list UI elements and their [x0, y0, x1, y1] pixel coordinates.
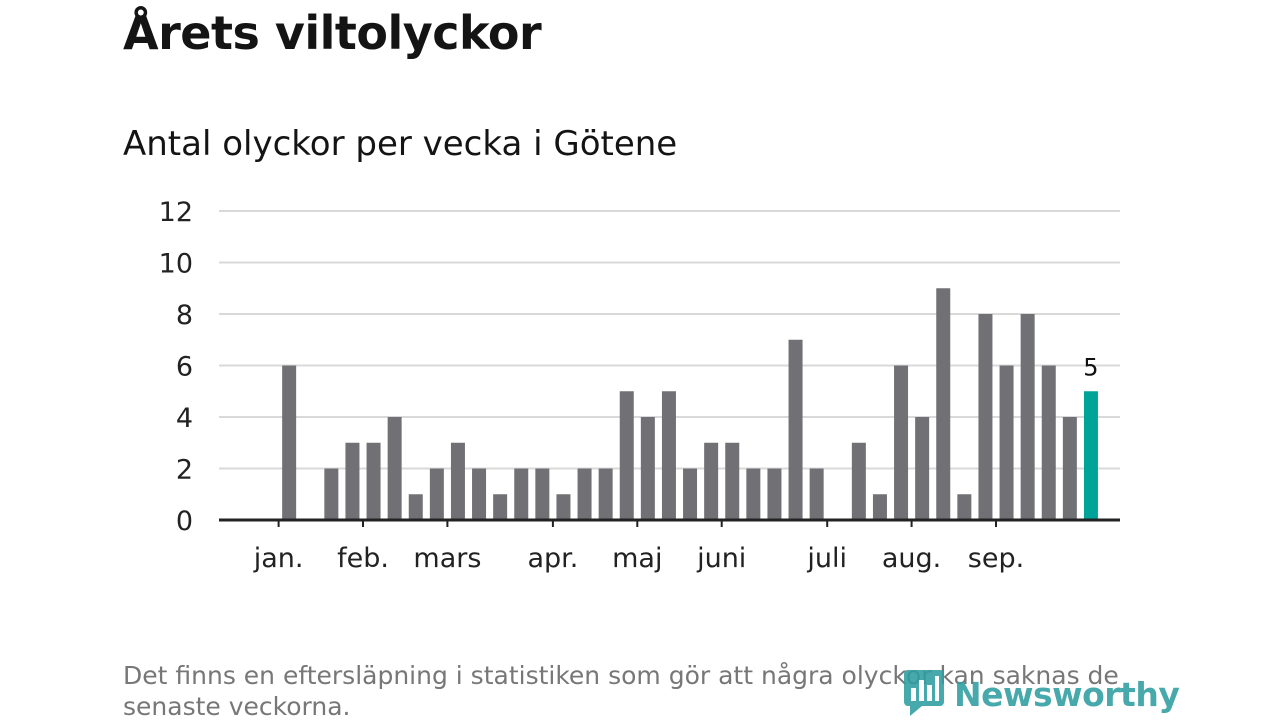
bar [429, 468, 444, 520]
y-tick-label: 6 [176, 352, 193, 383]
x-month-label: mars [413, 543, 481, 574]
bar [809, 468, 824, 520]
bar-highlight [1083, 391, 1098, 520]
x-month-label: apr. [527, 543, 578, 574]
bars [282, 288, 1098, 520]
y-tick-label: 10 [159, 249, 193, 280]
bar [894, 365, 909, 520]
bar [345, 442, 360, 520]
bar [936, 288, 951, 520]
bar [408, 494, 423, 520]
y-tick-label: 12 [159, 197, 193, 228]
y-tick-label: 4 [176, 403, 193, 434]
y-tick-label: 2 [176, 455, 193, 486]
x-month-label: sep. [968, 543, 1024, 574]
x-month-label: aug. [882, 543, 941, 574]
bar [746, 468, 761, 520]
data-labels: 5 [1083, 353, 1098, 381]
bar [450, 442, 465, 520]
bar [282, 365, 297, 520]
bar [535, 468, 550, 520]
x-month-label: feb. [337, 543, 389, 574]
bar [683, 468, 698, 520]
bar [472, 468, 487, 520]
bar [598, 468, 613, 520]
bar [324, 468, 339, 520]
x-month-label: juli [806, 543, 847, 574]
bar [704, 442, 719, 520]
x-month-label: jan. [253, 543, 304, 574]
highlight-value-label: 5 [1083, 353, 1098, 381]
bar [872, 494, 887, 520]
y-tick-label: 8 [176, 300, 193, 331]
bar [366, 442, 381, 520]
bar [1062, 417, 1077, 520]
bar [957, 494, 972, 520]
y-axis-tick-labels: 0 2 4 6 8 10 12 [159, 197, 193, 537]
bar [556, 494, 571, 520]
x-month-label: juni [696, 543, 746, 574]
brand-name: Newsworthy [954, 674, 1180, 714]
bar [619, 391, 634, 520]
chart-subtitle: Antal olyckor per vecka i Götene [123, 124, 678, 164]
x-axis-month-labels: jan. feb. mars apr. maj juni juli aug. sep. [253, 543, 1024, 574]
bar [387, 417, 402, 520]
bar [1041, 365, 1056, 520]
bar [978, 314, 993, 520]
footnote: Det finns en eftersläpning i statistiken… [123, 661, 1119, 721]
bar [640, 417, 655, 520]
bar [767, 468, 782, 520]
bar [915, 417, 930, 520]
newsworthy-bar-chart-icon [902, 668, 946, 720]
bar [577, 468, 592, 520]
weekly-accidents-bar-chart: 0 2 4 6 8 10 12 jan. feb. mars apr. maj juni juli aug… [159, 197, 1120, 574]
x-axis [219, 518, 1120, 527]
bar [493, 494, 508, 520]
bar [788, 339, 803, 520]
bar [1020, 314, 1035, 520]
y-tick-label: 0 [176, 506, 193, 537]
bar [661, 391, 676, 520]
bar [999, 365, 1014, 520]
newsworthy-logo: Newsworthy [902, 668, 1180, 720]
chart-title: Årets viltolyckor [123, 6, 542, 60]
bar [725, 442, 740, 520]
bar [851, 442, 866, 520]
bar [514, 468, 529, 520]
x-month-label: maj [612, 543, 662, 574]
